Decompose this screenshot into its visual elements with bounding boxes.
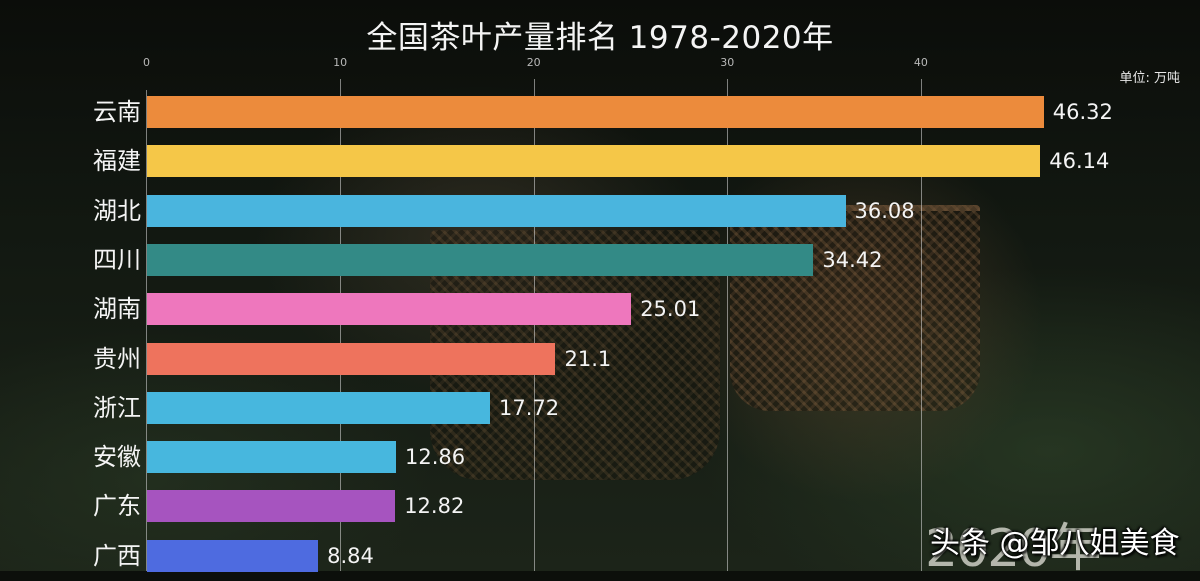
x-tick-label: 40 xyxy=(913,56,928,69)
value-label: 46.14 xyxy=(1049,149,1110,174)
category-label: 浙江 xyxy=(93,393,141,422)
bar xyxy=(147,194,846,227)
value-label: 46.32 xyxy=(1052,100,1113,124)
x-tick-label: 20 xyxy=(526,56,541,69)
value-label: 34.42 xyxy=(822,247,883,272)
category-label: 湖南 xyxy=(93,295,141,324)
bar-row: 安徽 12.86 xyxy=(0,441,1200,474)
bar-row: 贵州 21.1 xyxy=(0,342,1200,375)
year-watermark: 2020年 xyxy=(925,519,1101,579)
category-label: 四川 xyxy=(93,245,141,274)
category-label: 广东 xyxy=(93,492,141,521)
x-tick-label: 0 xyxy=(143,56,150,69)
category-label: 湖北 xyxy=(93,196,141,225)
bar xyxy=(147,342,556,375)
y-axis-line xyxy=(146,90,147,571)
value-label: 12.86 xyxy=(404,445,466,470)
category-label: 云南 xyxy=(93,98,141,126)
bar xyxy=(147,145,1041,178)
bar-row: 广西 8.84 xyxy=(0,539,1200,572)
bar xyxy=(147,391,491,424)
credit-watermark: 头条 @邹八姐美食 xyxy=(930,526,1180,561)
bar xyxy=(147,96,1044,128)
bar xyxy=(147,293,632,326)
bar xyxy=(147,539,319,572)
value-label: 25.01 xyxy=(640,297,701,322)
gridline xyxy=(921,79,922,571)
value-label: 17.72 xyxy=(499,395,560,420)
bar xyxy=(147,490,396,523)
bar-row: 广东 12.82 xyxy=(0,490,1200,523)
category-label: 广西 xyxy=(93,541,141,570)
category-label: 贵州 xyxy=(93,344,141,373)
bar-row: 四川 34.42 xyxy=(0,243,1200,276)
category-label: 安徽 xyxy=(93,443,141,472)
x-tick-label: 10 xyxy=(333,56,348,69)
bar xyxy=(147,441,396,474)
gridline xyxy=(727,79,728,571)
bar xyxy=(147,243,814,276)
bar-row: 云南 46.32 xyxy=(0,96,1200,128)
bar-row: 福建 46.14 xyxy=(0,145,1200,178)
chart-title: 全国茶叶产量排名 1978-2020年 xyxy=(366,20,834,56)
bar-row: 湖南 25.01 xyxy=(0,293,1200,326)
value-label: 36.08 xyxy=(854,198,915,223)
value-label: 8.84 xyxy=(327,543,374,568)
value-label: 12.82 xyxy=(404,494,465,519)
unit-label: 单位: 万吨 xyxy=(1119,71,1180,86)
bar-row: 湖北 36.08 xyxy=(0,194,1200,227)
bar-row: 浙江 17.72 xyxy=(0,391,1200,424)
x-tick-label: 30 xyxy=(720,56,735,69)
category-label: 福建 xyxy=(93,147,141,176)
value-label: 21.1 xyxy=(564,346,612,371)
